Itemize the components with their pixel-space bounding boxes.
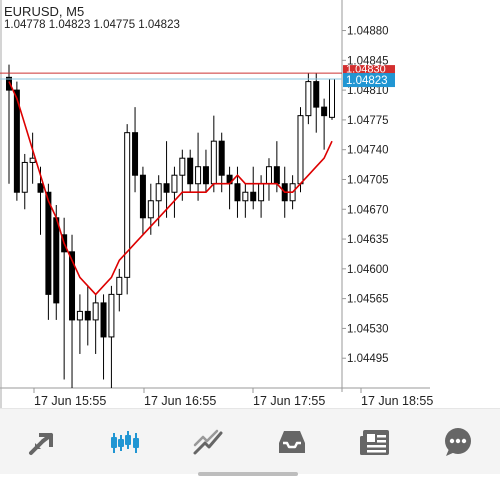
chat-bubble-icon: [445, 428, 472, 456]
candle-body: [21, 161, 28, 193]
y-tick-label: 1.04845: [347, 55, 389, 67]
candle-body: [195, 166, 202, 185]
candle-body: [69, 251, 76, 321]
candle-body: [321, 106, 328, 117]
candle-body: [313, 81, 320, 108]
quotes-arrows-icon: [28, 433, 53, 455]
candle-body: [218, 140, 225, 176]
ask-price-label: 1.04830: [346, 64, 386, 76]
y-tick-label: 1.04600: [347, 264, 389, 276]
symbol-title: EURUSD, M5: [4, 4, 85, 19]
candle-body: [305, 81, 312, 117]
candle-body: [171, 174, 178, 193]
x-tick-label: 17 Jun 16:55: [144, 394, 216, 408]
candle-body: [210, 140, 217, 185]
trend-lines-icon: [193, 429, 223, 455]
y-tick-label: 1.04810: [347, 85, 389, 97]
x-tick-label: 17 Jun 15:55: [34, 394, 106, 408]
candle-body: [124, 132, 131, 278]
y-tick-label: 1.04495: [347, 353, 389, 365]
candle-body: [242, 191, 249, 202]
candle-body: [258, 183, 265, 202]
candle-body: [29, 157, 36, 163]
y-tick-label: 1.04670: [347, 204, 389, 216]
candle-body: [234, 183, 241, 202]
candle-body: [13, 89, 20, 193]
candle-body: [273, 166, 280, 185]
x-tick-label: 17 Jun 18:55: [361, 394, 433, 408]
candle-body: [84, 310, 91, 321]
chart-area[interactable]: 1.04880 1.04845 1.04810 1.04775 1.04740 1.047…: [0, 0, 500, 408]
chart-button[interactable]: [100, 417, 150, 467]
bid-price-label: 1.04823: [346, 75, 388, 87]
candle-body: [116, 276, 123, 295]
y-tick-label: 1.04880: [347, 26, 389, 38]
inbox-tray-icon: [278, 431, 305, 453]
x-tick-label: 17 Jun 17:55: [253, 394, 325, 408]
candlestick-icon: [110, 431, 139, 453]
ask-price-label-bg: [343, 65, 395, 75]
trade-button[interactable]: [183, 417, 233, 467]
moving-average-line: [8, 81, 333, 296]
candle-body: [147, 200, 154, 219]
bottom-toolbar: [0, 408, 500, 475]
candle-body: [139, 174, 146, 219]
candle-body: [76, 310, 83, 321]
candle-body: [37, 183, 44, 193]
candle-body: [53, 217, 60, 304]
candle-body: [155, 183, 162, 202]
candle-body: [92, 302, 99, 321]
candle-body: [132, 132, 139, 176]
y-tick-label: 1.04740: [347, 145, 389, 157]
candle-body: [297, 115, 304, 185]
candle-body: [163, 183, 170, 193]
candle-body: [187, 157, 194, 185]
y-tick-label: 1.04565: [347, 294, 389, 306]
y-tick-label: 1.04635: [347, 234, 389, 246]
candle-body: [329, 78, 335, 118]
history-button[interactable]: [267, 417, 317, 467]
candle-body: [100, 302, 107, 338]
candle-body: [179, 157, 186, 176]
candle-body: [45, 191, 52, 295]
y-tick-label: 1.04775: [347, 115, 389, 127]
bid-price-label-bg: [343, 73, 395, 88]
quotes-button[interactable]: [17, 417, 67, 467]
candle-body: [265, 166, 272, 185]
messages-button[interactable]: [433, 417, 483, 467]
news-button[interactable]: [350, 417, 400, 467]
y-tick-label: 1.04705: [347, 174, 389, 186]
candle-body: [250, 191, 257, 202]
home-indicator[interactable]: [198, 472, 298, 476]
candle-body: [6, 76, 12, 91]
candle-body: [108, 293, 115, 338]
y-tick-label: 1.04530: [347, 323, 389, 335]
candle-body: [202, 166, 209, 185]
newspaper-icon: [359, 430, 389, 455]
bottom-strip: [0, 474, 500, 500]
ohlc-values: 1.04778 1.04823 1.04775 1.04823: [4, 19, 180, 31]
price-chart[interactable]: 1.04880 1.04845 1.04810 1.04775 1.04740 1.047…: [0, 0, 500, 408]
